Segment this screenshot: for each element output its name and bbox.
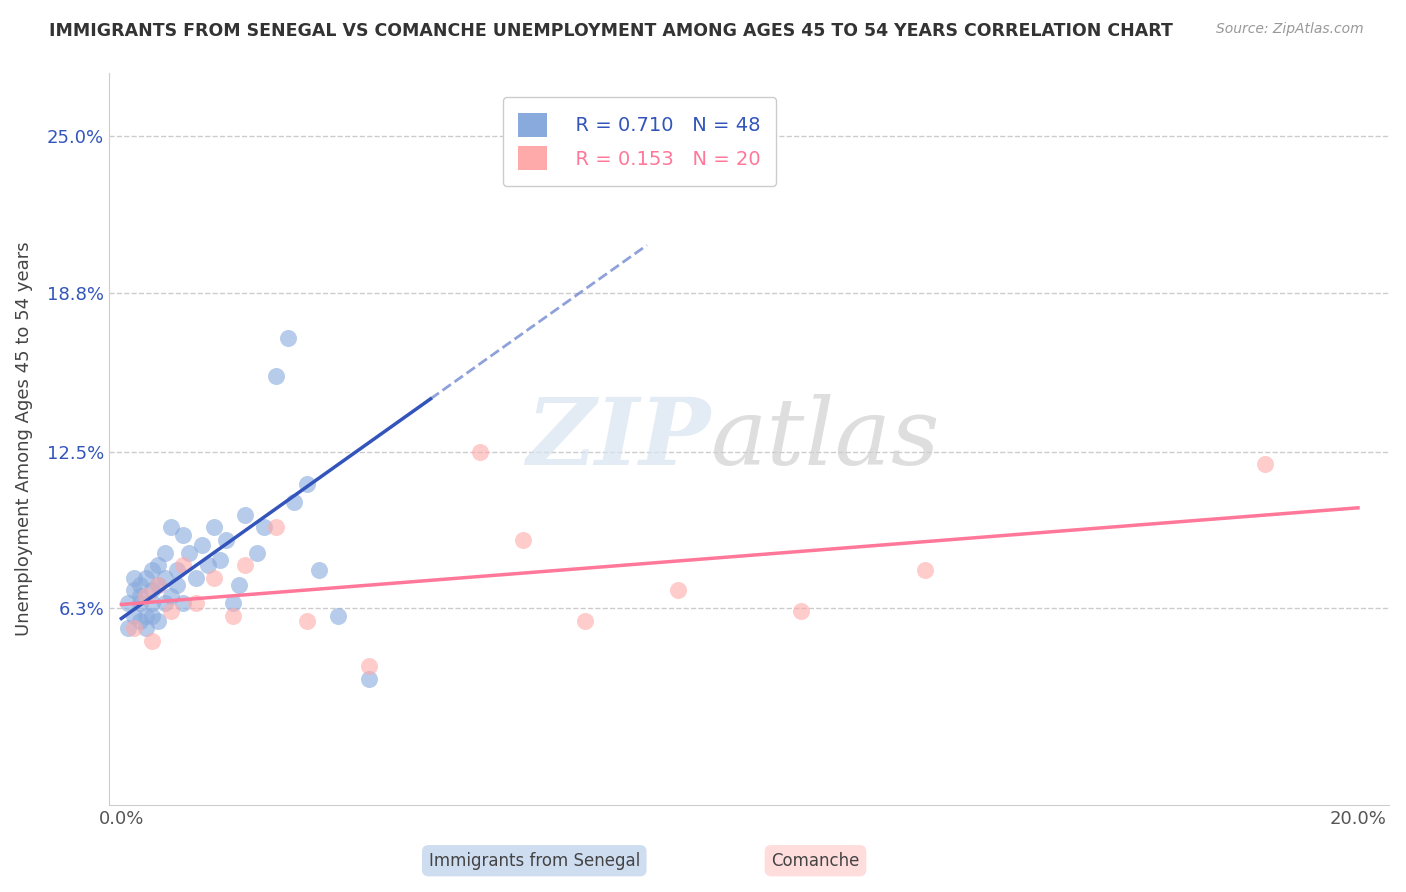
Point <box>252 520 274 534</box>
Point <box>122 621 145 635</box>
Point <box>357 672 380 686</box>
Point <box>153 571 176 585</box>
Point <box>574 614 596 628</box>
Point <box>202 520 225 534</box>
Point <box>135 589 157 603</box>
Text: ZIP: ZIP <box>526 394 710 484</box>
Point <box>233 508 256 522</box>
Point <box>1254 457 1277 471</box>
Point <box>221 608 243 623</box>
Point <box>153 546 176 560</box>
Text: atlas: atlas <box>710 394 941 484</box>
Point <box>215 533 238 547</box>
Point <box>141 596 163 610</box>
Point <box>277 331 299 345</box>
Point <box>555 134 578 148</box>
Point <box>148 578 170 592</box>
Point <box>135 571 157 585</box>
Point <box>246 546 269 560</box>
Point <box>129 589 152 603</box>
Point <box>666 583 689 598</box>
Point <box>295 477 318 491</box>
Point <box>228 578 250 592</box>
Point <box>179 546 201 560</box>
Point <box>135 621 157 635</box>
Point <box>160 520 183 534</box>
Point <box>122 583 145 598</box>
Point <box>166 563 188 577</box>
Point <box>184 596 207 610</box>
Point <box>172 558 194 573</box>
Point <box>117 621 139 635</box>
Point <box>468 444 491 458</box>
Point <box>153 596 176 610</box>
Point <box>129 578 152 592</box>
Point <box>141 563 163 577</box>
Y-axis label: Unemployment Among Ages 45 to 54 years: Unemployment Among Ages 45 to 54 years <box>15 242 32 636</box>
Point <box>283 495 305 509</box>
Point <box>141 608 163 623</box>
Point <box>122 608 145 623</box>
Point <box>197 558 219 573</box>
Text: Comanche: Comanche <box>772 852 859 870</box>
Text: Source: ZipAtlas.com: Source: ZipAtlas.com <box>1216 22 1364 37</box>
Point <box>141 583 163 598</box>
Point <box>135 608 157 623</box>
Point <box>148 578 170 592</box>
Text: IMMIGRANTS FROM SENEGAL VS COMANCHE UNEMPLOYMENT AMONG AGES 45 TO 54 YEARS CORRE: IMMIGRANTS FROM SENEGAL VS COMANCHE UNEM… <box>49 22 1173 40</box>
Point <box>172 528 194 542</box>
Point <box>129 596 152 610</box>
Text: Immigrants from Senegal: Immigrants from Senegal <box>429 852 640 870</box>
Point <box>326 608 349 623</box>
Point <box>295 614 318 628</box>
Point <box>141 634 163 648</box>
Point <box>790 604 813 618</box>
Point <box>122 571 145 585</box>
Point <box>264 520 287 534</box>
Point <box>166 578 188 592</box>
Point <box>160 589 183 603</box>
Point <box>160 604 183 618</box>
Point <box>512 533 534 547</box>
Point <box>209 553 232 567</box>
Point <box>148 614 170 628</box>
Point <box>117 596 139 610</box>
Point <box>264 368 287 383</box>
Point <box>129 614 152 628</box>
Point <box>221 596 243 610</box>
Point <box>308 563 330 577</box>
Point <box>172 596 194 610</box>
Point <box>202 571 225 585</box>
Point <box>184 571 207 585</box>
Point <box>233 558 256 573</box>
Legend:   R = 0.710   N = 48,   R = 0.153   N = 20: R = 0.710 N = 48, R = 0.153 N = 20 <box>503 97 776 186</box>
Point <box>357 659 380 673</box>
Point <box>148 558 170 573</box>
Point <box>190 538 212 552</box>
Point <box>914 563 936 577</box>
